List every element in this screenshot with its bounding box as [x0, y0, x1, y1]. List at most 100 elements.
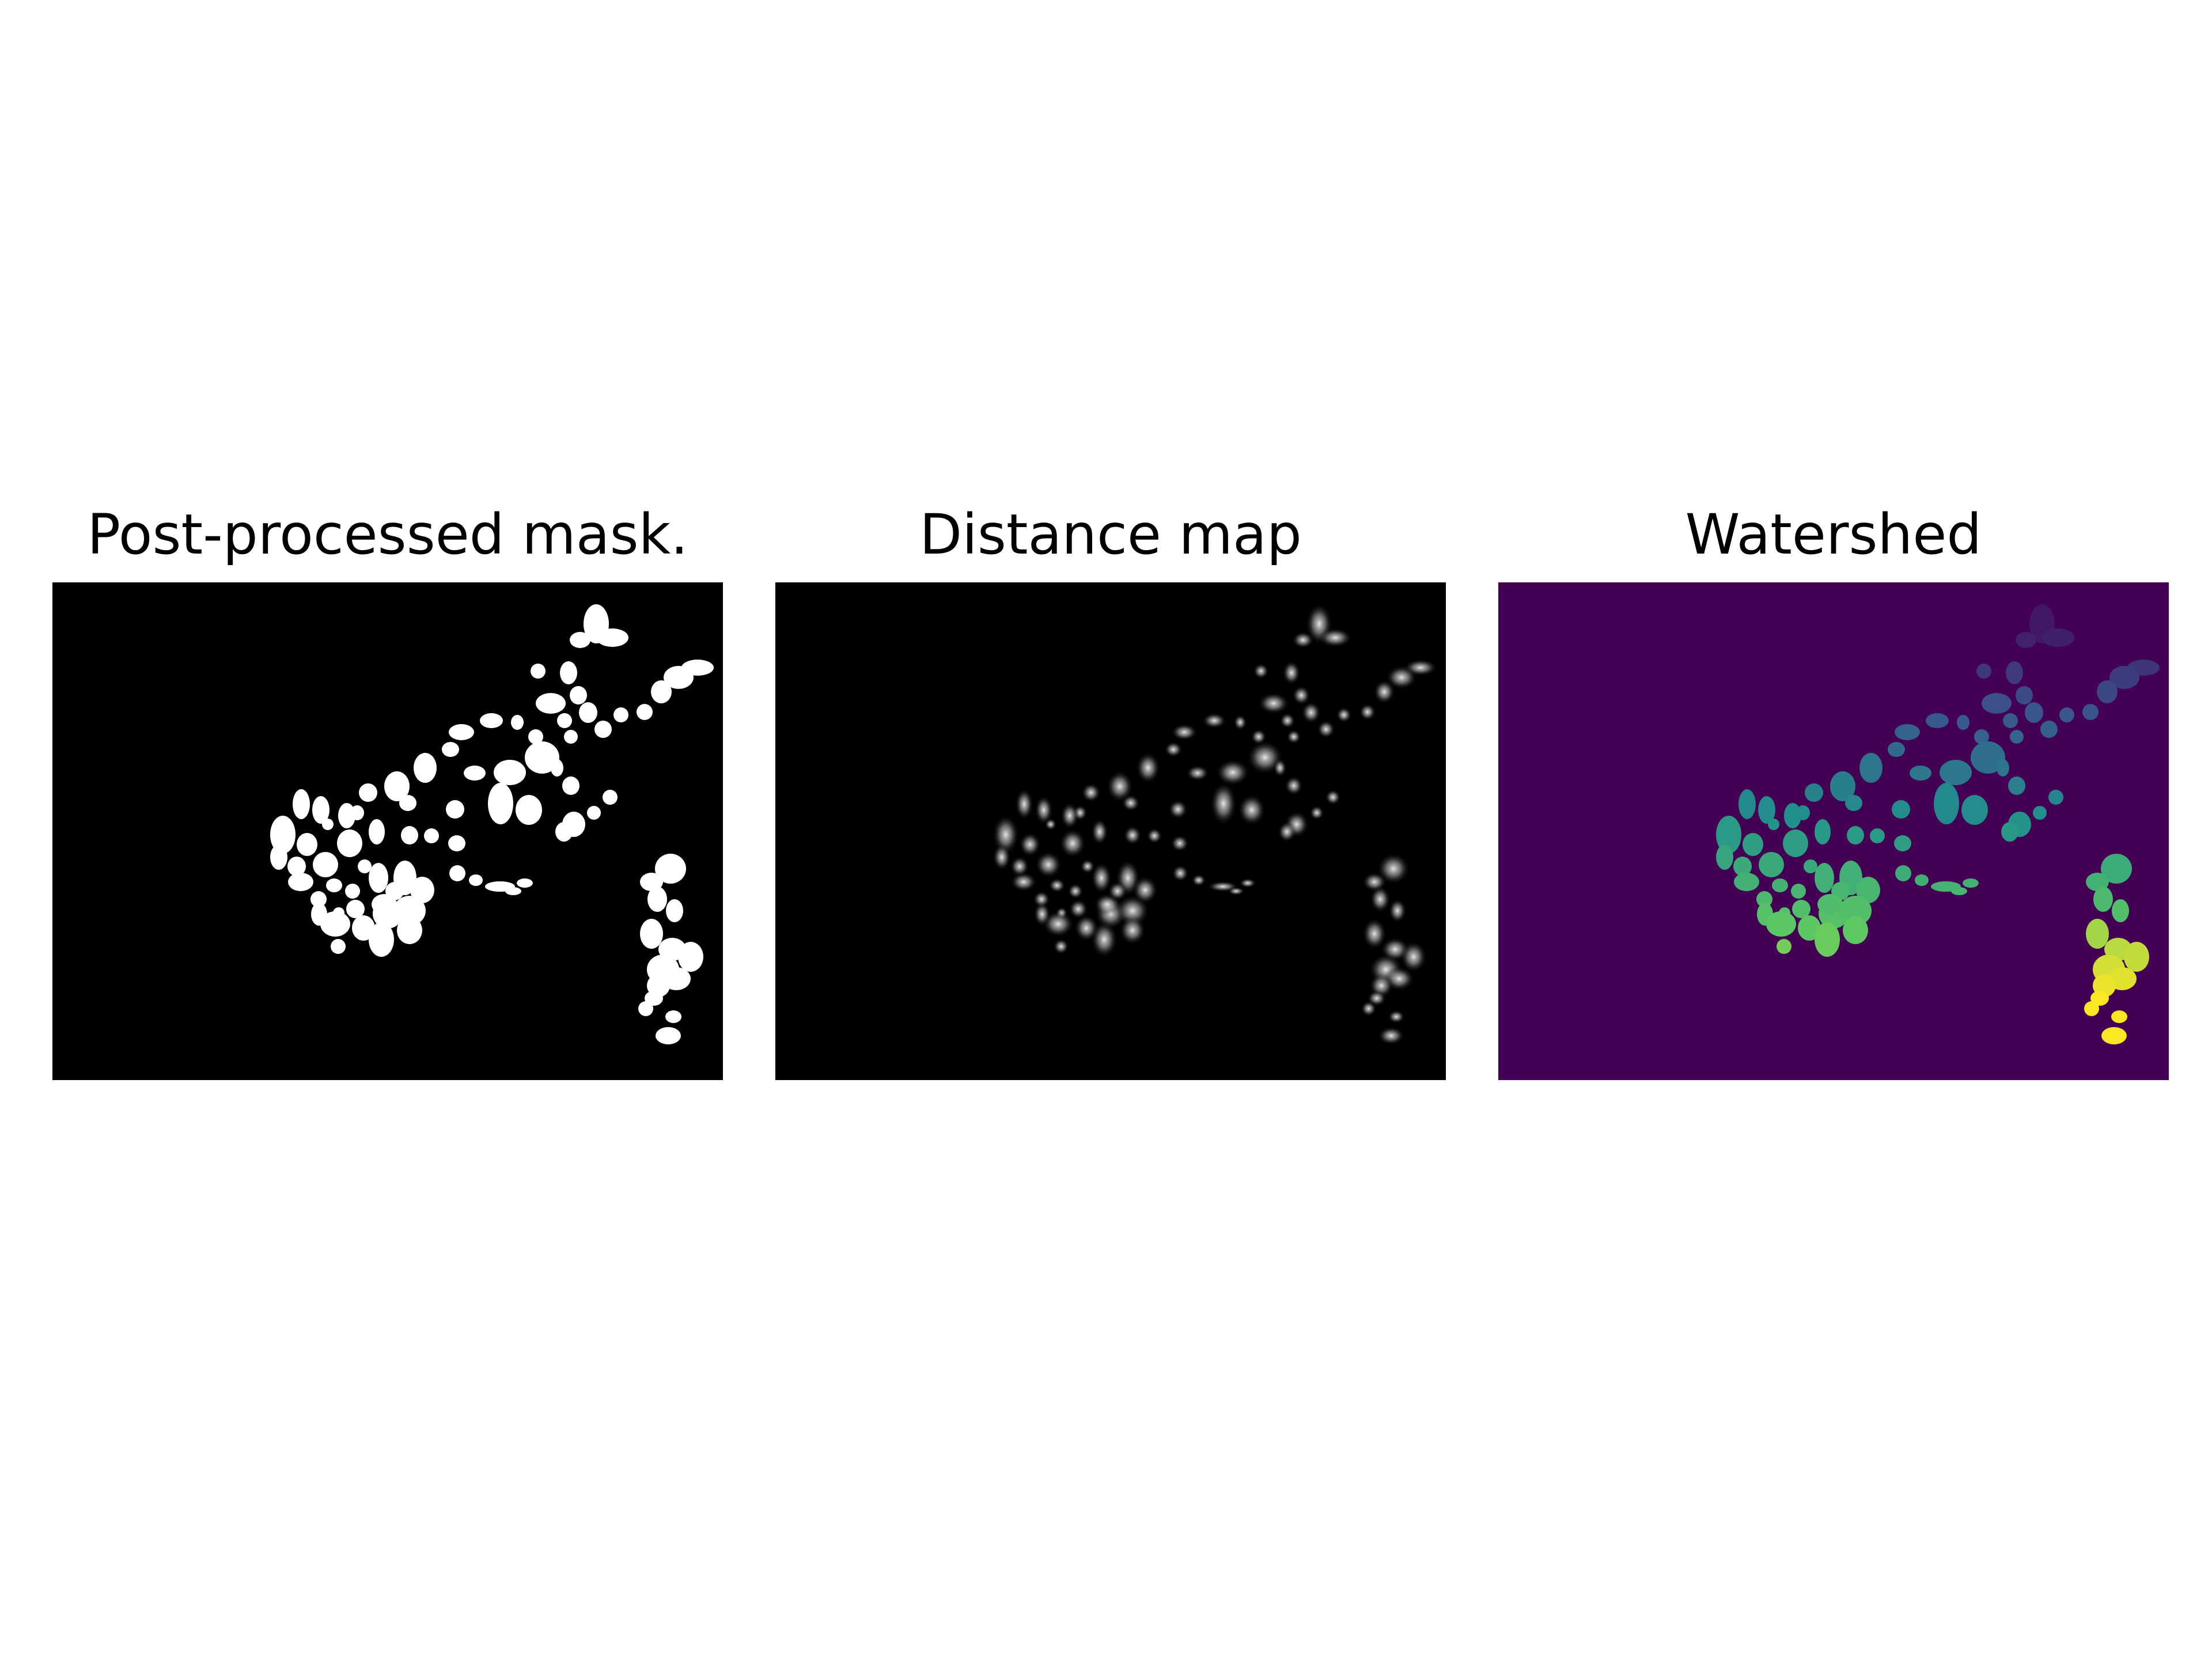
- distance-blob: [1042, 910, 1074, 938]
- watershed-region: [1859, 753, 1883, 783]
- distance-background: [775, 582, 1446, 1080]
- mask-background: [52, 582, 723, 1080]
- watershed-region: [1815, 819, 1831, 844]
- distance-blob: [1301, 702, 1321, 724]
- mask-blob: [414, 753, 437, 783]
- watershed-region: [1892, 800, 1910, 819]
- watershed-region: [2097, 680, 2118, 703]
- mask-blob: [655, 854, 686, 884]
- mask-blob: [338, 803, 355, 828]
- distance-blob: [993, 843, 1011, 871]
- watershed-region: [2003, 713, 2018, 728]
- mask-blob: [410, 877, 434, 903]
- distance-blob: [1278, 821, 1296, 842]
- mask-blob: [399, 795, 416, 811]
- distance-blob: [1251, 729, 1267, 745]
- distance-blob: [1388, 1010, 1405, 1024]
- mask-blob: [656, 1027, 681, 1044]
- watershed-region: [2025, 702, 2043, 723]
- watershed-region: [2124, 942, 2149, 972]
- mask-blob: [312, 796, 329, 824]
- distance-blob: [1400, 941, 1427, 973]
- distance-blob: [1385, 665, 1418, 690]
- watershed-region: [1915, 874, 1929, 886]
- mask-blob: [320, 911, 350, 937]
- distance-blob: [1253, 663, 1269, 679]
- mask-blob: [288, 873, 313, 891]
- distance-blob: [1359, 703, 1376, 721]
- distance-blob: [1090, 921, 1118, 958]
- distance-blob: [1388, 899, 1407, 923]
- distance-blob: [1010, 856, 1029, 877]
- distance-blob: [1317, 720, 1335, 738]
- watershed-region: [1805, 783, 1823, 802]
- distance-blob: [1010, 872, 1037, 892]
- mask-blob: [397, 916, 422, 944]
- watershed-region: [1974, 729, 1989, 744]
- distance-blob: [1171, 835, 1189, 852]
- distance-blob: [1119, 915, 1146, 945]
- mask-blob: [401, 826, 418, 844]
- mask-blob: [551, 759, 563, 777]
- mask-blob: [352, 915, 375, 941]
- panel-title-distance: Distance map: [919, 502, 1302, 567]
- distance-blob: [1336, 707, 1352, 723]
- mask-blobs: [270, 604, 714, 1044]
- mask-blob: [665, 1010, 681, 1023]
- distance-blob: [1081, 783, 1101, 802]
- watershed-background: [1498, 582, 2169, 1080]
- mask-blob: [579, 702, 597, 723]
- distance-blob: [1309, 805, 1324, 820]
- watershed-region: [1758, 796, 1775, 824]
- mask-blob: [651, 680, 672, 703]
- mask-blob: [596, 628, 628, 647]
- watershed-region: [1976, 664, 1991, 679]
- mask-blob: [511, 715, 524, 730]
- distance-blob: [1279, 713, 1296, 729]
- watershed-region: [1768, 819, 1779, 830]
- mask-blob: [528, 729, 543, 744]
- watershed-region: [2101, 1027, 2127, 1044]
- watershed-region: [1716, 844, 1733, 870]
- watershed-region: [2111, 1010, 2127, 1023]
- watershed-region: [1982, 693, 2012, 714]
- distance-blob: [1035, 795, 1053, 825]
- mask-blob: [555, 822, 573, 842]
- mask-blob: [613, 707, 628, 722]
- watershed-region: [1963, 878, 1979, 888]
- distance-blobs: [992, 603, 1438, 1045]
- mask-blob: [331, 939, 346, 954]
- watershed-region: [1847, 826, 1864, 844]
- panel-title-watershed: Watershed: [1685, 502, 1982, 567]
- mask-blob: [562, 777, 579, 795]
- mask-blob: [603, 790, 618, 805]
- distance-blob: [1325, 789, 1341, 805]
- watershed-region: [1804, 859, 1817, 873]
- mask-blob: [446, 800, 464, 819]
- mask-blob: [297, 833, 317, 856]
- mask-blob: [516, 795, 542, 825]
- watershed-region: [1815, 863, 1834, 893]
- distance-blob: [1237, 794, 1266, 826]
- watershed-region: [2016, 686, 2033, 704]
- panel-title-mask: Post-processed mask.: [87, 502, 688, 567]
- distance-blob: [1091, 818, 1108, 846]
- mask-blob: [517, 878, 533, 888]
- watershed-region: [1894, 835, 1911, 851]
- distance-blob: [1060, 802, 1079, 830]
- watershed-region: [1888, 742, 1905, 757]
- distance-blob: [1015, 788, 1033, 820]
- mask-blob: [293, 789, 310, 819]
- watershed-region: [1957, 715, 1969, 730]
- distance-blob: [1067, 883, 1084, 899]
- mask-blob: [369, 922, 394, 957]
- mask-blob: [505, 887, 521, 895]
- watershed-region: [1997, 759, 2009, 777]
- watershed-region: [2008, 777, 2025, 795]
- mask-blob: [369, 819, 385, 844]
- mask-blob: [594, 721, 612, 738]
- distance-blob: [1164, 741, 1183, 757]
- mask-blob: [393, 896, 426, 926]
- watershed-region: [1738, 789, 1756, 819]
- mask-blob: [666, 899, 683, 922]
